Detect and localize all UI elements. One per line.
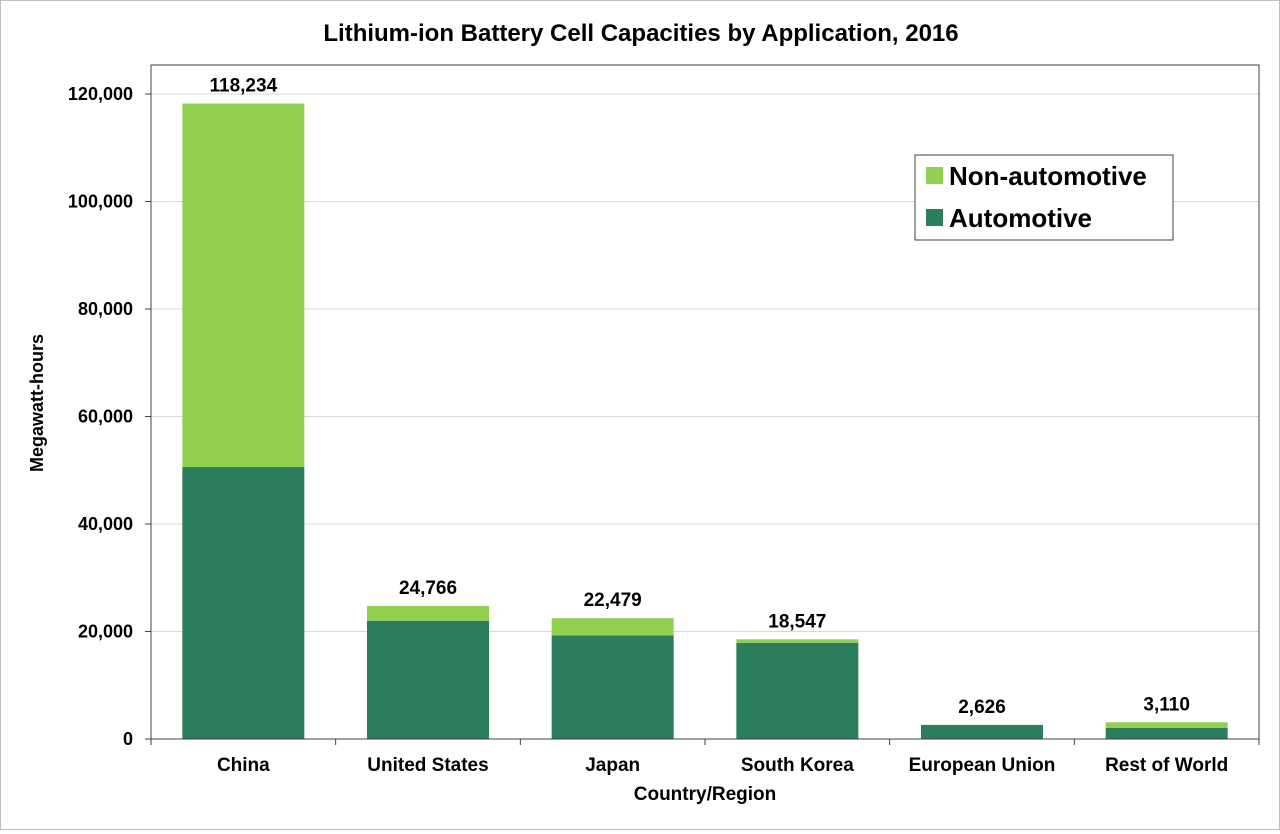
y-tick-label: 0 bbox=[123, 729, 133, 749]
y-tick-label: 60,000 bbox=[78, 407, 133, 427]
stacked-bar-chart: Lithium-ion Battery Cell Capacities by A… bbox=[1, 1, 1279, 829]
bar-automotive-united-states bbox=[367, 621, 489, 739]
bar-non-automotive-japan bbox=[552, 618, 674, 635]
bar-non-automotive-united-states bbox=[367, 606, 489, 621]
legend: Non-automotive Automotive bbox=[915, 155, 1173, 240]
bar-non-automotive-rest-of-world bbox=[1106, 722, 1228, 727]
total-data-label: 3,110 bbox=[1143, 694, 1190, 715]
legend-label-automotive: Automotive bbox=[949, 203, 1092, 233]
bar-automotive-south-korea bbox=[736, 643, 858, 739]
bar-non-automotive-china bbox=[182, 103, 304, 467]
x-tick-label: United States bbox=[367, 755, 488, 776]
total-data-label: 118,234 bbox=[210, 75, 278, 96]
bar-automotive-china bbox=[182, 467, 304, 739]
y-tick-label: 80,000 bbox=[78, 299, 133, 319]
bar-automotive-rest-of-world bbox=[1106, 728, 1228, 739]
x-axis-label: Country/Region bbox=[634, 784, 777, 805]
y-axis: 0 20,000 40,000 60,000 80,000 100,000 120,000 bbox=[68, 84, 151, 749]
total-data-label: 2,626 bbox=[958, 697, 1006, 718]
x-tick-label: European Union bbox=[909, 755, 1056, 776]
total-data-label: 18,547 bbox=[768, 611, 826, 632]
bar-automotive-japan bbox=[552, 635, 674, 739]
x-tick-label: China bbox=[217, 755, 270, 776]
y-tick-label: 120,000 bbox=[68, 84, 133, 104]
y-tick-label: 100,000 bbox=[68, 192, 133, 212]
x-tick-label: South Korea bbox=[741, 755, 854, 776]
legend-label-non-automotive: Non-automotive bbox=[949, 161, 1147, 191]
total-data-label: 22,479 bbox=[584, 590, 642, 611]
chart-container: Lithium-ion Battery Cell Capacities by A… bbox=[0, 0, 1280, 830]
legend-swatch-non-automotive bbox=[926, 167, 943, 184]
x-tick-label: Rest of World bbox=[1105, 755, 1228, 776]
total-data-label: 24,766 bbox=[399, 578, 457, 599]
bar-automotive-european-union bbox=[921, 725, 1043, 739]
y-tick-label: 20,000 bbox=[78, 622, 133, 642]
legend-swatch-automotive bbox=[926, 209, 943, 226]
bar-non-automotive-south-korea bbox=[736, 639, 858, 642]
x-tick-label: Japan bbox=[585, 755, 640, 776]
y-axis-label: Megawatt-hours bbox=[27, 334, 47, 472]
x-axis: China United States Japan South Korea Europe… bbox=[151, 739, 1259, 776]
y-tick-label: 40,000 bbox=[78, 514, 133, 534]
chart-title: Lithium-ion Battery Cell Capacities by A… bbox=[323, 20, 958, 47]
